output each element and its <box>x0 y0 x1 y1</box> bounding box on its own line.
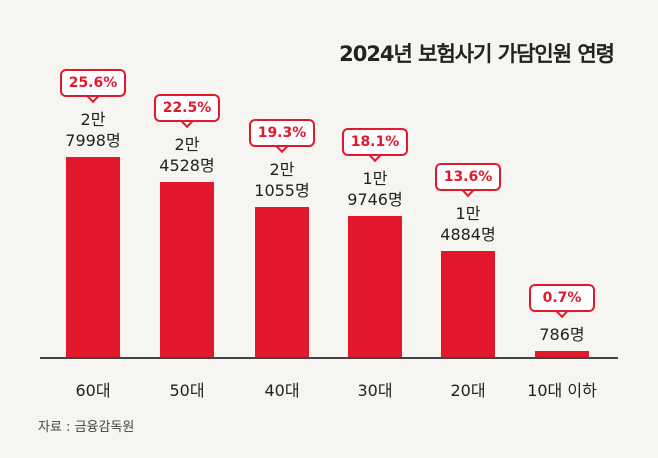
x-tick-label: 60대 <box>75 381 111 400</box>
share-label: 19.3% <box>249 118 315 147</box>
value-label: 1만 9746명 <box>347 169 403 210</box>
x-tick-label: 10대 이하 <box>527 381 597 400</box>
value-label: 2만 1055명 <box>254 159 310 200</box>
bar <box>160 182 214 357</box>
value-label: 1만 4884명 <box>440 203 496 244</box>
x-tick-label: 20대 <box>450 381 486 400</box>
value-label: 2만 7998명 <box>65 110 121 151</box>
x-tick-label: 50대 <box>169 381 205 400</box>
bar <box>255 206 309 357</box>
bar <box>348 216 402 357</box>
share-label: 18.1% <box>342 128 408 157</box>
bar <box>535 351 589 357</box>
x-tick-label: 30대 <box>357 381 393 400</box>
chart-title: 2024년 보험사기 가담인원 연령 <box>339 42 615 66</box>
share-label: 22.5% <box>154 94 220 123</box>
share-label: 0.7% <box>529 284 595 313</box>
x-tick-label: 40대 <box>264 381 300 400</box>
value-label: 786명 <box>539 325 585 345</box>
bar <box>66 157 120 357</box>
source: 자료 : 금융감독원 <box>38 420 135 435</box>
baseline <box>40 357 618 359</box>
share-label: 25.6% <box>60 69 126 98</box>
bar <box>441 250 495 357</box>
value-label: 2만 4528명 <box>159 135 215 176</box>
share-label: 13.6% <box>435 162 501 191</box>
